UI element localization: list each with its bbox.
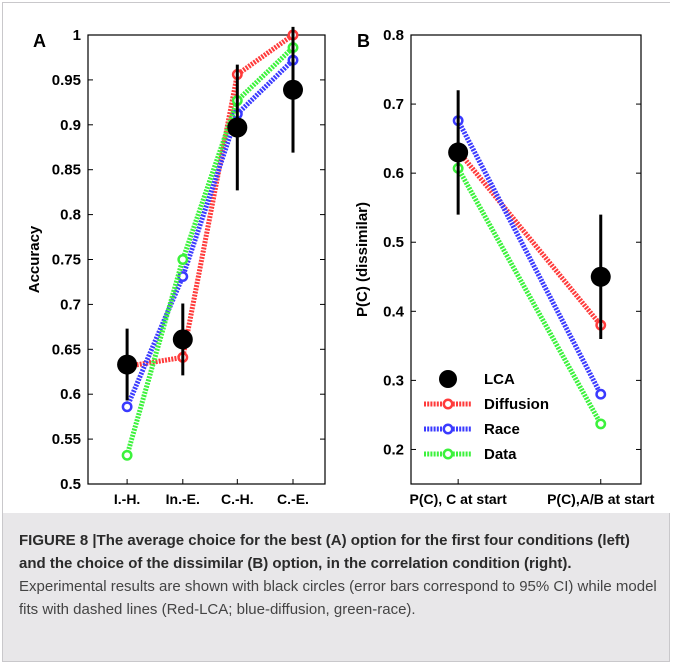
legend-marker-lca — [439, 370, 457, 388]
panel-a: 0.5 0.55 0.6 0.65 0.7 0.75 0.8 0.85 0.9 0.95 1 I.-H… — [26, 26, 326, 507]
x-tick-label: P(C), C at start — [410, 491, 508, 507]
y-axis-label: Accuracy — [26, 225, 43, 293]
data-point-lca — [590, 266, 611, 287]
y-tick-label: 0.5 — [383, 234, 404, 251]
data-point-data — [595, 418, 607, 430]
data-point-lca — [448, 142, 469, 163]
panel-b: 0.2 0.3 0.4 0.5 0.6 0.7 0.8 P(C), C at start P(C… — [354, 27, 655, 507]
legend-marker-data — [442, 448, 454, 460]
data-point-lca — [117, 354, 138, 375]
data-point-race — [595, 388, 607, 400]
series-line-race — [124, 58, 295, 408]
y-tick-label: 0.5 — [60, 476, 81, 493]
x-tick-label: C.-H. — [221, 491, 254, 507]
data-point-race — [121, 401, 133, 413]
y-tick-label: 0.8 — [60, 207, 81, 224]
data-point-lca — [172, 329, 193, 350]
legend-label: LCA — [484, 371, 515, 388]
y-tick-label: 0.2 — [383, 441, 404, 458]
y-tick-label: 0.3 — [383, 372, 404, 389]
series-line-data — [124, 45, 295, 456]
panel-label: B — [357, 31, 370, 51]
y-axis-label: P(C) (dissimilar) — [354, 202, 371, 317]
plot-area: 0.5 0.55 0.6 0.65 0.7 0.75 0.8 0.85 0.9 0.95 1 I.-H… — [3, 3, 671, 513]
series-line-race — [455, 119, 603, 396]
y-tick-label: 0.65 — [52, 341, 81, 358]
y-tick-label: 0.6 — [383, 165, 404, 182]
caption-body: Experimental results are shown with blac… — [19, 578, 657, 618]
legend-label: Diffusion — [484, 396, 549, 413]
data-point-lca — [227, 117, 248, 138]
figure-caption: FIGURE 8 |The average choice for the bes… — [19, 529, 659, 621]
x-tick-label: I.-H. — [114, 491, 140, 507]
y-tick-label: 0.8 — [383, 27, 404, 44]
x-tick-label: P(C),A/B at start — [547, 491, 655, 507]
x-tick-label: C.-E. — [277, 491, 309, 507]
y-tick-label: 0.85 — [52, 162, 81, 179]
legend-marker-diffusion — [442, 398, 454, 410]
series-line-diffusion — [126, 32, 295, 369]
series-line-data — [455, 167, 603, 426]
figure-chart: 0.5 0.55 0.6 0.65 0.7 0.75 0.8 0.85 0.9 0.95 1 I.-H… — [26, 26, 655, 507]
legend-label: Race — [484, 421, 520, 438]
legend-marker-race — [442, 423, 454, 435]
caption-title: FIGURE 8 |The average choice for the bes… — [19, 532, 630, 572]
data-point-data — [121, 449, 133, 461]
y-tick-label: 0.9 — [60, 117, 81, 134]
x-tick-label: In.-E. — [166, 491, 200, 507]
legend-label: Data — [484, 446, 517, 463]
y-tick-label: 0.7 — [60, 296, 81, 313]
axes-frame — [87, 34, 326, 485]
figure: 0.5 0.55 0.6 0.65 0.7 0.75 0.8 0.85 0.9 0.95 1 I.-H… — [2, 2, 671, 662]
data-point-lca — [283, 79, 304, 100]
axes-frame — [410, 34, 642, 485]
data-point-data — [177, 254, 189, 265]
series-line-diffusion — [456, 149, 603, 327]
y-tick-label: 0.95 — [52, 72, 81, 89]
panel-label: A — [33, 31, 46, 51]
y-tick-label: 0.4 — [383, 303, 405, 320]
y-tick-label: 0.6 — [60, 386, 81, 403]
y-tick-label: 0.7 — [383, 96, 404, 113]
y-tick-label: 1 — [73, 27, 81, 44]
y-tick-label: 0.55 — [52, 431, 81, 448]
y-tick-label: 0.75 — [52, 252, 81, 269]
